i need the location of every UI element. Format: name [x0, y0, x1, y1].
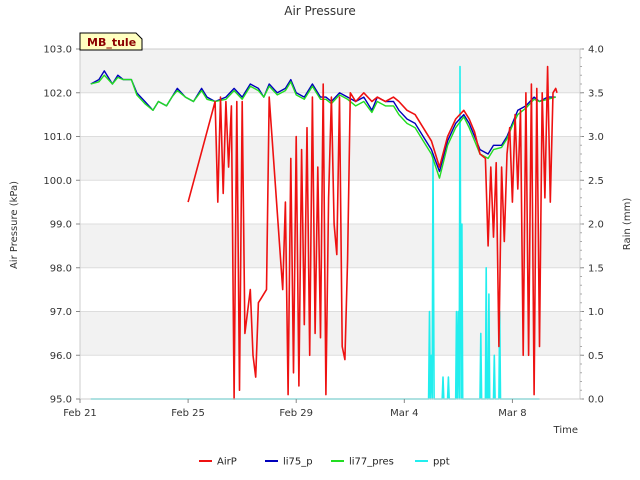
- station-badge: MB_tule: [79, 32, 143, 51]
- y2-tick-label: 1.0: [588, 307, 604, 318]
- y-axis-ticks: 95.0 96.0 97.0 98.0 99.0 100.0 101.0 102.0 103.0: [43, 45, 80, 406]
- y2-axis-title: Rain (mm): [622, 198, 633, 251]
- y-tick-label: 96.0: [50, 351, 72, 362]
- plot-band: [80, 267, 580, 312]
- y-tick-label: 97.0: [50, 307, 72, 318]
- y2-tick-label: 4.0: [588, 45, 604, 56]
- y-tick-label: 99.0: [50, 220, 72, 231]
- y2-tick-label: 2.0: [588, 220, 604, 231]
- y2-tick-label: 2.5: [588, 176, 604, 187]
- plot-band: [80, 311, 580, 356]
- y-tick-label: 98.0: [50, 263, 72, 274]
- y-tick-label: 103.0: [43, 45, 72, 56]
- chart-title: Air Pressure: [284, 4, 356, 18]
- y2-tick-label: 0.5: [588, 351, 604, 362]
- y-axis-title: Air Pressure (kPa): [9, 181, 20, 269]
- y2-tick-label: 3.0: [588, 132, 604, 143]
- y-tick-label: 95.0: [50, 395, 72, 406]
- plot-band: [80, 49, 580, 93]
- legend: AirP li75_p li77_pres ppt: [199, 457, 450, 468]
- badge-box: [79, 32, 143, 51]
- y2-axis-ticks: 0.0 0.5 1.0 1.5 2.0 2.5 3.0 3.5 4.0: [580, 45, 604, 406]
- x-axis-ticks: Feb 21 Feb 25 Feb 29 Mar 4 Mar 8: [63, 399, 527, 419]
- x-tick-label: Feb 29: [279, 408, 313, 419]
- legend-label-ppt: ppt: [433, 457, 450, 468]
- series-line-AirP: [187, 65, 558, 400]
- y-tick-label: 100.0: [43, 176, 72, 187]
- y2-tick-label: 1.5: [588, 263, 604, 274]
- x-tick-label: Feb 25: [171, 408, 205, 419]
- y2-tick-label: 3.5: [588, 88, 604, 99]
- legend-label-li77_pres: li77_pres: [349, 457, 394, 468]
- y2-tick-label: 0.0: [588, 395, 604, 406]
- badge-label: MB_tule: [87, 36, 136, 49]
- x-tick-label: Mar 8: [498, 408, 526, 419]
- legend-label-AirP: AirP: [217, 457, 237, 468]
- legend-label-li75_p: li75_p: [283, 457, 313, 468]
- plot-band: [80, 355, 580, 399]
- x-axis-title: Time: [553, 425, 578, 436]
- y-tick-label: 102.0: [43, 88, 72, 99]
- y-tick-label: 101.0: [43, 132, 72, 143]
- x-tick-label: Mar 4: [390, 408, 418, 419]
- x-tick-label: Feb 21: [63, 408, 97, 419]
